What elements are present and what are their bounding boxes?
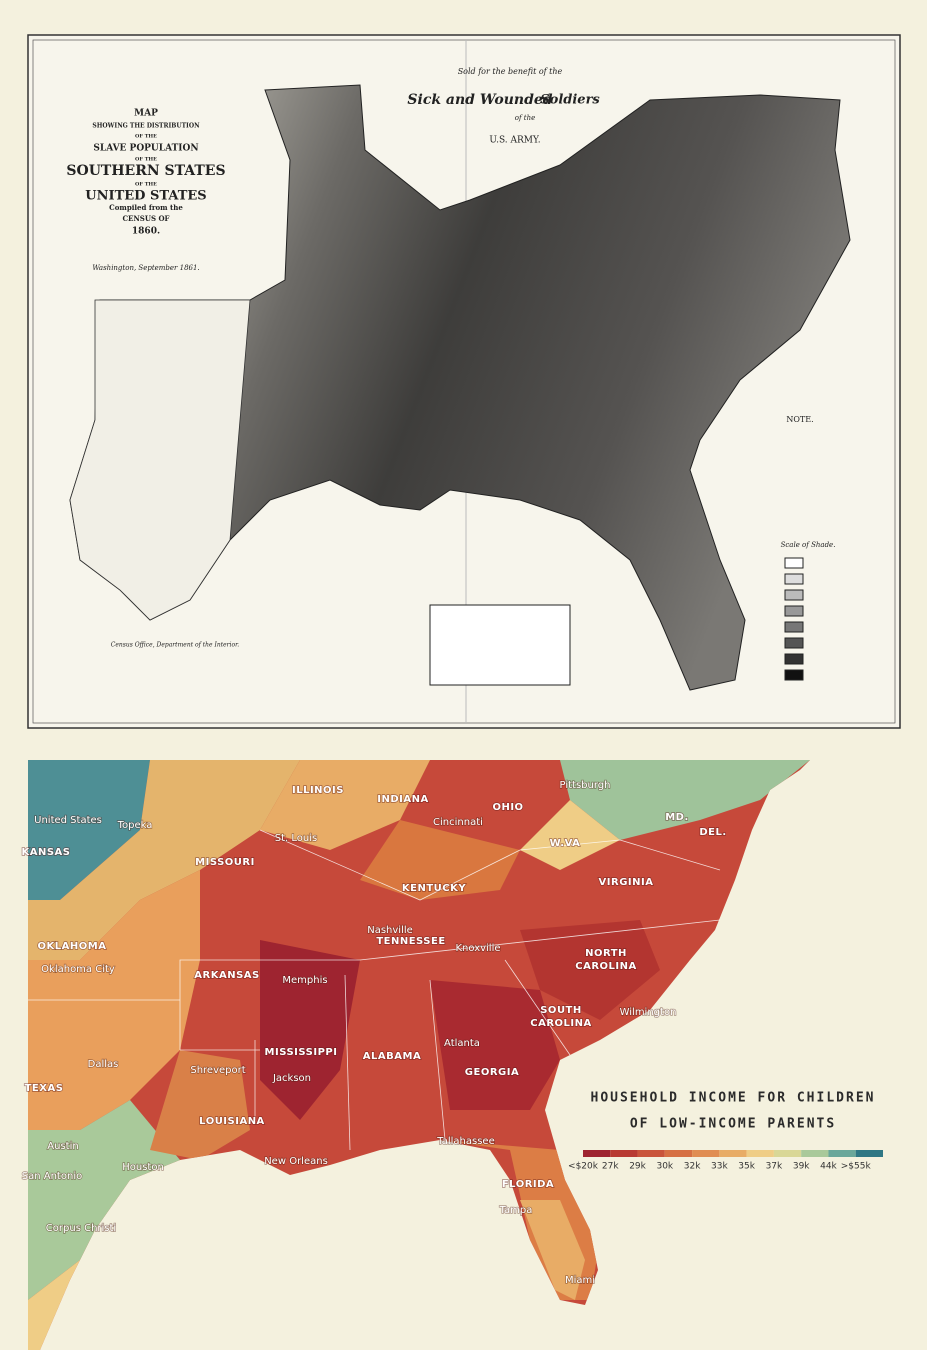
city-label: Pittsburgh [560, 780, 611, 791]
city-label: Knoxville [455, 943, 500, 954]
city-label: Tallahassee [436, 1136, 494, 1147]
city-label: Nashville [367, 925, 413, 936]
legend-label: 44k [820, 1162, 837, 1172]
legend-swatch [719, 1150, 747, 1157]
legend-swatch [664, 1150, 693, 1157]
legend-swatch [773, 1150, 802, 1157]
state-label: KENTUCKY [402, 883, 466, 894]
legend-swatch [583, 1150, 611, 1157]
state-label: LOUISIANA [199, 1116, 265, 1127]
state-label: INDIANA [377, 794, 428, 805]
state-label: VIRGINIA [599, 877, 654, 888]
state-label: FLORIDA [502, 1179, 554, 1190]
legend-label: 37k [766, 1162, 783, 1172]
legend-swatch [610, 1150, 638, 1157]
city-label: Dallas [88, 1059, 119, 1070]
city-label: Miami [565, 1275, 595, 1286]
legend-swatch [801, 1150, 829, 1157]
title-line: OF THE [135, 157, 157, 163]
state-label: MISSISSIPPI [265, 1047, 338, 1058]
city-label: Houston [122, 1162, 164, 1173]
state-label: MISSOURI [195, 857, 255, 868]
title-line: CENSUS OF [122, 214, 169, 223]
map-text: of the [515, 114, 536, 122]
city-label: Wilmington [620, 1007, 677, 1018]
state-label: ARKANSAS [194, 970, 259, 981]
legend-label: 39k [793, 1162, 810, 1172]
state-label: SOUTH [540, 1005, 582, 1016]
map-text: Scale of Shade. [781, 541, 836, 549]
city-label: Oklahoma City [41, 964, 115, 975]
title-line: SOUTHERN STATES [66, 163, 225, 179]
city-label: Topeka [117, 820, 153, 831]
map-text: Census Office, Department of the Interio… [111, 642, 240, 649]
legend-title: OF LOW-INCOME PARENTS [630, 1117, 836, 1132]
state-label: W.VA [550, 838, 581, 849]
state-label: CAROLINA [575, 961, 636, 972]
legend-swatch [828, 1150, 856, 1157]
title-line: UNITED STATES [85, 189, 206, 204]
city-label: Memphis [282, 975, 327, 986]
legend-label: 35k [738, 1162, 755, 1172]
legend-label: 29k [629, 1162, 646, 1172]
title-line: SHOWING THE DISTRIBUTION [92, 123, 200, 130]
city-label: United States [34, 815, 102, 826]
map-text: NOTE. [786, 415, 813, 424]
legend-label: >$55k [841, 1162, 872, 1172]
state-label: DEL. [699, 827, 726, 838]
state-label: OKLAHOMA [38, 941, 107, 952]
title-line: OF THE [135, 182, 157, 188]
city-label: St. Louis [275, 833, 317, 844]
scale-of-shade [784, 557, 804, 681]
frame-inner [32, 39, 896, 724]
city-label: Tampa [499, 1205, 533, 1216]
legend-label: 33k [711, 1162, 728, 1172]
census-table [429, 604, 571, 686]
legend-swatch [855, 1150, 883, 1157]
city-label: Corpus Christi [46, 1223, 116, 1234]
city-label: Jackson [272, 1073, 311, 1084]
city-label: Cincinnati [433, 817, 483, 828]
state-borders [28, 829, 721, 1151]
state-label: TEXAS [25, 1083, 64, 1094]
title-line: OF THE [135, 134, 157, 140]
legend-label: 27k [602, 1162, 619, 1172]
title-line: 1860. [132, 227, 160, 237]
city-label: New Orleans [264, 1156, 328, 1167]
state-label: GEORGIA [465, 1067, 519, 1078]
state-label: CAROLINA [530, 1018, 591, 1029]
state-label: KANSAS [21, 847, 70, 858]
map-text: U.S. ARMY. [489, 136, 540, 146]
legend-label: 32k [684, 1162, 701, 1172]
state-label: NORTH [585, 948, 627, 959]
state-label: MD. [665, 812, 689, 823]
map-text: Washington, September 1861. [92, 264, 199, 272]
title-line: Compiled from the [109, 203, 183, 212]
city-label: Austin [47, 1141, 78, 1152]
map-text: Soldiers [540, 93, 600, 108]
map-text: Sick and Wounded [407, 92, 552, 108]
texas [69, 299, 251, 621]
map-text: Sold for the benefit of the [458, 67, 563, 76]
state-label: ALABAMA [363, 1051, 421, 1062]
city-label: San Antonio [22, 1171, 82, 1182]
state-label: OHIO [492, 802, 523, 813]
title-line: MAP [134, 109, 158, 119]
state-label: ILLINOIS [292, 785, 344, 796]
legend-swatch [637, 1150, 665, 1157]
title-line: SLAVE POPULATION [93, 144, 198, 154]
historic-map: MAP SHOWING THE DISTRIBUTION OF THE SLAVE P… [27, 34, 901, 729]
modern-map: ILLINOIS INDIANA OHIO MISSOURI KENTUCKY VIRGI… [21, 760, 883, 1350]
legend-title: HOUSEHOLD INCOME FOR CHILDREN [591, 1091, 876, 1106]
legend-swatch [692, 1150, 720, 1157]
state-label: TENNESSEE [376, 936, 445, 947]
city-label: Atlanta [444, 1038, 480, 1049]
legend-swatch [746, 1150, 774, 1157]
city-label: Shreveport [190, 1065, 245, 1076]
legend-label: 30k [656, 1162, 673, 1172]
legend-label: <$20k [568, 1162, 599, 1172]
